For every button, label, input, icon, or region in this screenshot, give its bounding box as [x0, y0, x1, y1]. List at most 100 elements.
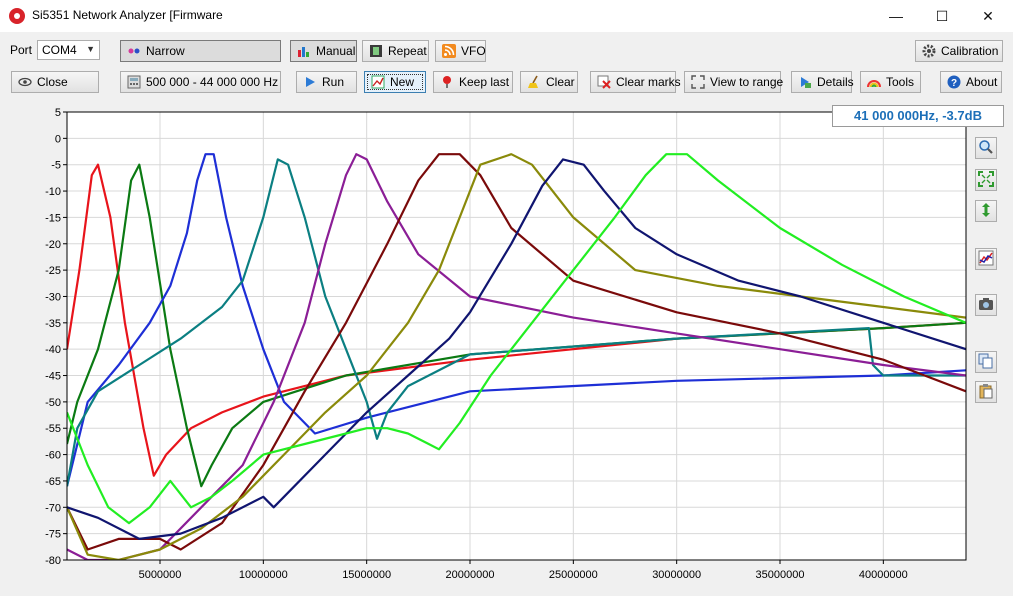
color-chart-icon — [978, 250, 994, 269]
camera-icon — [978, 296, 994, 315]
run-label: Run — [322, 75, 345, 89]
y-tick-label: -5 — [51, 160, 61, 172]
new-label: New — [390, 75, 415, 89]
range-label: 500 000 - 44 000 000 Hz — [146, 75, 279, 89]
fit-view-icon — [978, 170, 994, 190]
fit-view-button[interactable] — [975, 169, 997, 191]
y-tick-label: -80 — [45, 555, 61, 567]
minimize-button[interactable]: — — [889, 8, 903, 24]
zoom-icon — [978, 139, 994, 158]
frequency-response-chart[interactable]: 5 0 -5 -10 -15 -20 -25 -30 -35 -40 -45 -50 -55 -60 -65… — [0, 100, 1013, 596]
repeat-button[interactable]: Repeat — [362, 40, 429, 62]
series-line-7 — [67, 153, 966, 560]
svg-text:?: ? — [951, 78, 957, 89]
x-tick-label: 10000000 — [239, 569, 288, 581]
clear-marks-icon — [597, 75, 611, 89]
series-line-4 — [67, 158, 966, 487]
close-label: Close — [37, 75, 68, 89]
port-value: COM4 — [42, 43, 77, 57]
x-tick-label: 35000000 — [756, 569, 805, 581]
y-tick-label: -50 — [45, 397, 61, 409]
new-chart-icon — [371, 75, 385, 89]
view-to-range-button[interactable]: View to range — [684, 71, 784, 93]
broom-icon — [527, 75, 541, 89]
bar-chart-icon — [297, 44, 311, 58]
details-icon — [798, 75, 812, 89]
toolbar: Port COM4 ▼ Narrow Manual Repeat VFO Cal… — [0, 32, 1013, 100]
tools-button[interactable]: Tools — [860, 71, 921, 93]
paste-icon — [978, 383, 994, 402]
y-tick-label: -30 — [45, 291, 61, 303]
narrow-button[interactable]: Narrow — [120, 40, 281, 62]
calculator-icon — [127, 75, 141, 89]
keep-last-button[interactable]: Keep last — [433, 71, 513, 93]
series-line-6 — [67, 153, 966, 551]
run-button[interactable]: Run — [296, 71, 357, 93]
y-tick-label: -15 — [45, 212, 61, 224]
series-line-3 — [67, 153, 966, 487]
clear-marks-label: Clear marks — [616, 75, 681, 89]
plot-background — [66, 111, 967, 561]
vertical-scale-button[interactable] — [975, 200, 997, 222]
copy-icon — [978, 353, 994, 372]
y-tick-label: -25 — [45, 265, 61, 277]
calibration-button[interactable]: Calibration — [915, 40, 1003, 62]
color-chart-button[interactable] — [975, 248, 997, 270]
narrow-icon — [127, 44, 141, 58]
rainbow-icon — [867, 75, 881, 89]
pin-icon — [440, 75, 454, 89]
paste-button[interactable] — [975, 381, 997, 403]
clear-button[interactable]: Clear — [520, 71, 578, 93]
new-button[interactable]: New — [364, 71, 426, 93]
about-button[interactable]: ? About — [940, 71, 1002, 93]
film-icon — [369, 44, 383, 58]
series-line-1 — [67, 163, 966, 477]
y-tick-label: 0 — [55, 133, 61, 145]
y-tick-label: -35 — [45, 318, 61, 330]
y-tick-label: 5 — [55, 107, 61, 119]
manual-button[interactable]: Manual — [290, 40, 357, 62]
calibration-label: Calibration — [941, 44, 999, 58]
window-title: Si5351 Network Analyzer [Firmware — [32, 8, 223, 22]
vfo-label: VFO — [461, 44, 486, 58]
zoom-button[interactable] — [975, 137, 997, 159]
y-tick-label: -40 — [45, 344, 61, 356]
repeat-label: Repeat — [388, 44, 427, 58]
y-tick-label: -75 — [45, 529, 61, 541]
close-window-button[interactable]: ✕ — [982, 7, 994, 24]
about-label: About — [966, 75, 998, 89]
x-tick-label: 15000000 — [342, 569, 391, 581]
narrow-label: Narrow — [146, 44, 185, 58]
clear-marks-button[interactable]: Clear marks — [590, 71, 681, 93]
plot-border — [66, 111, 967, 561]
view-to-range-label: View to range — [710, 75, 784, 89]
manual-label: Manual — [316, 44, 356, 58]
camera-button[interactable] — [975, 294, 997, 316]
gear-icon — [922, 44, 936, 58]
x-tick-label: 20000000 — [446, 569, 495, 581]
x-tick-label: 30000000 — [652, 569, 701, 581]
vertical-scale-icon — [978, 202, 994, 221]
chevron-down-icon: ▼ — [86, 44, 95, 54]
keep-last-label: Keep last — [459, 75, 510, 89]
port-select[interactable]: COM4 ▼ — [37, 40, 100, 60]
maximize-button[interactable]: ☐ — [935, 7, 949, 24]
y-tick-label: -10 — [45, 186, 61, 198]
details-button[interactable]: Details — [791, 71, 854, 93]
copy-button[interactable] — [975, 351, 997, 373]
range-button[interactable]: 500 000 - 44 000 000 Hz — [120, 71, 281, 93]
expand-arrows-icon — [691, 75, 705, 89]
y-tick-label: -55 — [45, 423, 61, 435]
vfo-button[interactable]: VFO — [435, 40, 486, 62]
x-tick-label: 25000000 — [549, 569, 598, 581]
help-icon: ? — [947, 75, 961, 89]
close-port-button[interactable]: Close — [11, 71, 99, 93]
clear-label: Clear — [546, 75, 575, 89]
port-label: Port — [10, 43, 33, 57]
y-tick-label: -60 — [45, 450, 61, 462]
chart-area: 5 0 -5 -10 -15 -20 -25 -30 -35 -40 -45 -50 -55 -60 -65… — [0, 100, 1013, 596]
series-line-9 — [67, 153, 966, 525]
tools-label: Tools — [886, 75, 915, 89]
y-tick-label: -45 — [45, 371, 61, 383]
app-icon — [9, 8, 25, 24]
